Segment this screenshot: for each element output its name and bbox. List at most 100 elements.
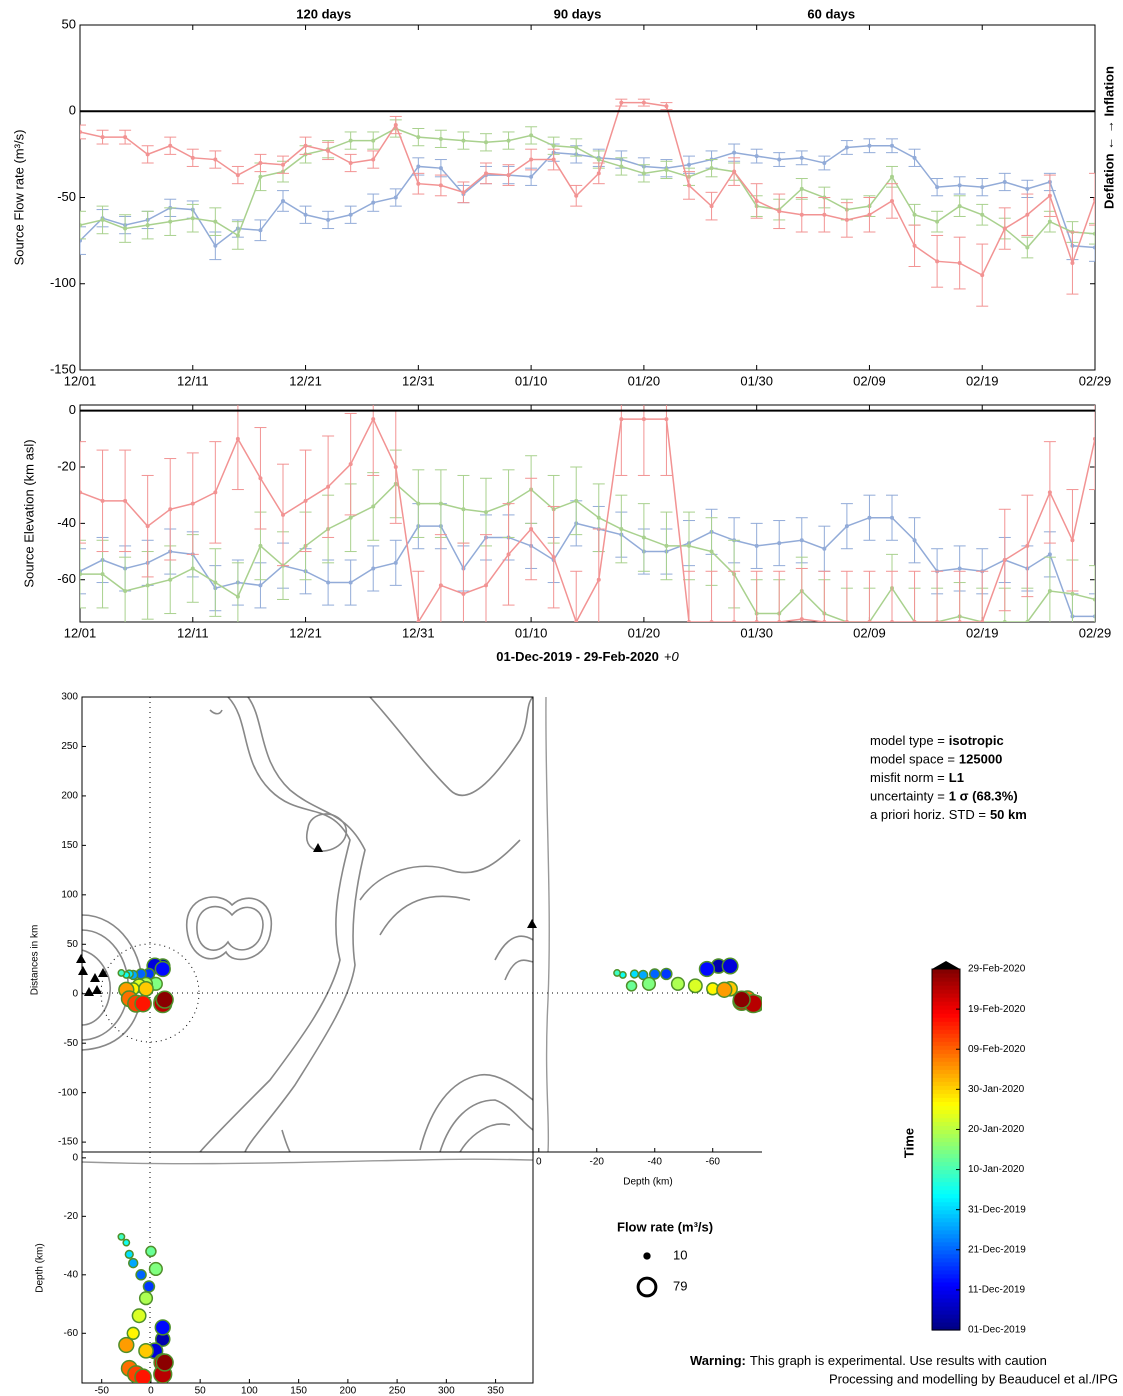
colorbar-slice — [932, 1309, 960, 1315]
model-info-value: L1 — [949, 770, 964, 785]
colorbar-slice — [932, 1189, 960, 1195]
data-point — [754, 620, 759, 622]
y-axis-label: Source Elevation (km asl) — [21, 439, 36, 587]
x-tick-label: 200 — [340, 1386, 357, 1396]
data-point — [80, 490, 82, 495]
colorbar-slice — [932, 1289, 960, 1295]
data-point — [281, 512, 285, 517]
colorbar-slice — [932, 1025, 960, 1030]
x-tick-label: 12/01 — [64, 625, 97, 640]
model-info-label: misfit norm = — [870, 770, 945, 785]
data-point — [438, 501, 443, 506]
data-point — [709, 166, 714, 171]
data-point — [890, 515, 894, 520]
data-point — [1025, 186, 1030, 191]
data-point — [957, 261, 962, 266]
colorbar-slice — [932, 969, 960, 974]
data-point — [641, 535, 646, 540]
source-bubble — [613, 969, 621, 977]
data-point — [980, 185, 985, 190]
data-point — [213, 157, 218, 162]
data-point — [123, 498, 128, 503]
source-bubble — [721, 957, 739, 975]
data-point — [980, 212, 985, 217]
colorbar-slice — [932, 1317, 960, 1323]
series-line — [80, 482, 1095, 622]
source-bubble — [138, 980, 154, 997]
y-tick-label: -150 — [58, 1137, 78, 1148]
source-bubble — [698, 960, 716, 978]
colorbar-slice — [932, 1325, 960, 1331]
colorbar-slice — [932, 1273, 960, 1279]
data-point — [687, 620, 691, 622]
colorbar-slice — [932, 1297, 960, 1303]
model-info-value: 1 σ (68.3%) — [949, 789, 1018, 804]
model-info: model space = 125000 — [870, 752, 1002, 767]
x-tick-label: 300 — [438, 1386, 455, 1396]
data-point — [799, 155, 804, 160]
data-point — [551, 157, 556, 162]
series-line — [80, 417, 1095, 622]
data-point — [371, 200, 376, 205]
depth-tick-label: 0 — [72, 1152, 78, 1163]
source-bubble — [122, 1238, 131, 1247]
colorbar-slice — [932, 1005, 960, 1010]
colorbar-slice — [932, 1269, 960, 1275]
data-point — [912, 155, 917, 160]
colorbar-slice — [932, 1133, 960, 1139]
colorbar-slice — [932, 1277, 960, 1283]
data-point — [1025, 212, 1030, 217]
colorbar-slice — [932, 1113, 960, 1119]
plot-area — [80, 98, 1095, 307]
data-point — [641, 100, 646, 105]
x-tick-label: 01/20 — [628, 625, 661, 640]
data-point — [258, 228, 263, 233]
data-point — [123, 589, 128, 593]
colorbar-slice — [932, 1313, 960, 1319]
data-point — [438, 136, 443, 141]
y-tick-label: -20 — [57, 458, 76, 473]
data-point — [348, 138, 353, 143]
y-tick-label: 200 — [61, 791, 78, 802]
legend-label: 60 days — [807, 6, 855, 21]
data-point — [529, 133, 534, 138]
y-tick-label: -50 — [57, 189, 76, 204]
x-tick-label: 50 — [195, 1386, 207, 1396]
x-tick-label: 02/09 — [853, 373, 886, 388]
y-tick-label: 150 — [61, 840, 78, 851]
colorbar-slice — [932, 1265, 960, 1271]
data-point — [935, 185, 940, 190]
source-bubble — [124, 1249, 134, 1259]
data-point — [1047, 552, 1052, 557]
data-point — [190, 501, 195, 506]
y-tick-label: 0 — [69, 402, 76, 417]
data-point — [1070, 538, 1075, 543]
model-info-value: isotropic — [949, 733, 1004, 748]
legend-label: 120 days — [296, 6, 351, 21]
data-point — [957, 204, 962, 209]
depth-tick-label: -60 — [705, 1157, 720, 1168]
colorbar-frame — [931, 968, 961, 1331]
data-point — [371, 417, 376, 422]
y-tick-label: 100 — [61, 889, 78, 900]
model-info: misfit norm = L1 — [870, 770, 964, 785]
data-point — [799, 617, 804, 622]
data-point — [484, 171, 488, 176]
data-point — [912, 243, 917, 248]
depth-tick-label: -40 — [64, 1269, 79, 1280]
data-point — [619, 164, 624, 169]
x-tick-label: 01/10 — [515, 373, 548, 388]
data-point — [1025, 543, 1030, 548]
series-line — [80, 127, 1095, 249]
data-point — [506, 552, 511, 557]
data-point — [348, 212, 353, 217]
plot-frame — [79, 404, 1096, 623]
source-bubble — [131, 1308, 147, 1324]
colorbar-slice — [932, 1021, 960, 1026]
colorbar-slice — [932, 1253, 960, 1259]
data-point — [145, 583, 150, 588]
data-point — [957, 620, 962, 622]
y-tick-label: -100 — [58, 1087, 78, 1098]
source-bubble — [155, 990, 174, 1009]
